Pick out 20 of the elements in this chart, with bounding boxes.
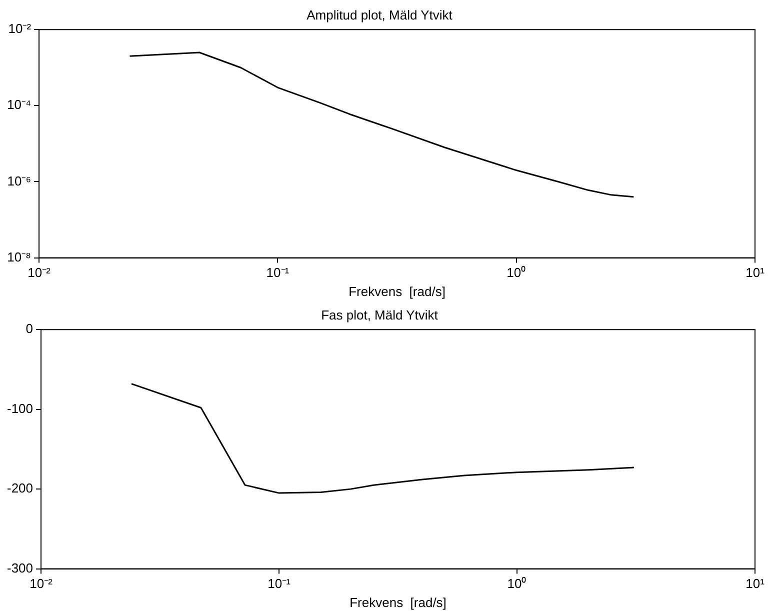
x-tick-label: 10⁻¹ [268, 576, 292, 592]
y-tick-label: -100 [6, 400, 34, 416]
x-tick-label: 10⁰ [506, 265, 526, 280]
y-tick-label: 10⁻⁴ [7, 97, 32, 112]
x-tick-label: 10⁻² [28, 265, 52, 280]
y-tick-label: 10⁻² [8, 21, 32, 36]
x-axis-title: Frekvens [rad/s] [348, 284, 446, 299]
chart-title: Amplitud plot, Mäld Ytvikt [306, 7, 453, 22]
y-tick-label: -200 [6, 480, 34, 496]
y-tick-label: 10⁻⁶ [7, 173, 32, 188]
x-tick-label: 10⁰ [507, 576, 527, 592]
x-tick-label: 10⁻² [30, 576, 54, 592]
x-tick-label: 10⁻¹ [266, 265, 290, 280]
x-tick-label: 10¹ [746, 576, 766, 592]
x-tick-label: 10¹ [746, 265, 766, 280]
y-tick-label: 10⁻⁸ [7, 249, 32, 264]
x-axis-title: Frekvens [rad/s] [350, 594, 446, 610]
y-tick-label: -300 [6, 560, 34, 576]
chart-title: Fas plot, Mäld Ytvikt [321, 307, 438, 322]
y-tick-label: 0 [26, 321, 34, 336]
